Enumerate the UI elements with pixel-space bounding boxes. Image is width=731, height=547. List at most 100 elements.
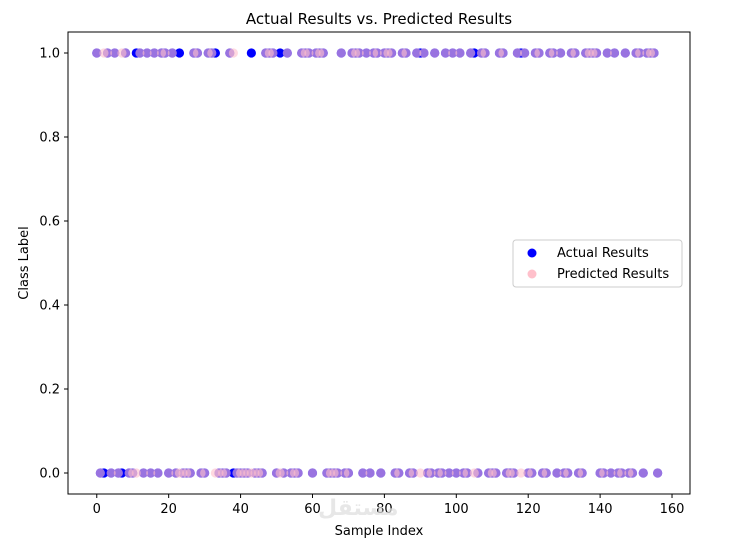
predicted-point: [394, 468, 404, 478]
x-tick-label: 40: [232, 502, 249, 517]
predicted-results-series: [92, 48, 663, 478]
predicted-point: [599, 468, 609, 478]
predicted-point: [131, 468, 141, 478]
predicted-point: [365, 468, 375, 478]
predicted-point: [512, 48, 523, 58]
predicted-point: [386, 48, 397, 58]
predicted-point: [638, 468, 648, 478]
predicted-point: [541, 468, 551, 478]
predicted-point: [466, 48, 476, 58]
predicted-point: [361, 48, 372, 58]
predicted-point: [336, 48, 346, 58]
predicted-point: [376, 468, 386, 478]
predicted-point: [419, 48, 429, 58]
chart-title: Actual Results vs. Predicted Results: [246, 10, 512, 28]
predicted-point: [333, 468, 343, 478]
predicted-point: [520, 48, 530, 58]
predicted-point: [268, 48, 278, 58]
predicted-point: [606, 468, 616, 478]
x-tick-label: 20: [160, 502, 177, 517]
predicted-point: [649, 48, 659, 58]
predicted-point: [455, 48, 465, 58]
predicted-point: [135, 48, 145, 58]
predicted-point: [602, 48, 612, 58]
legend-label-actual: Actual Results: [557, 246, 649, 261]
predicted-point: [617, 468, 627, 478]
predicted-point: [95, 468, 105, 478]
predicted-point: [307, 468, 318, 478]
predicted-point: [577, 468, 587, 478]
predicted-point: [257, 468, 267, 478]
legend: Actual Results Predicted Results: [512, 239, 683, 288]
predicted-point: [92, 48, 102, 58]
legend-box: [512, 239, 683, 288]
predicted-point: [167, 48, 177, 58]
predicted-point: [548, 48, 558, 58]
predicted-point: [498, 48, 508, 58]
predicted-point: [358, 468, 368, 478]
predicted-point: [609, 48, 620, 58]
predicted-point: [149, 48, 159, 58]
actual-point: [174, 48, 185, 58]
predicted-point: [527, 468, 537, 478]
predicted-point: [451, 468, 461, 478]
predicted-point: [491, 468, 501, 478]
predicted-point: [401, 48, 411, 58]
predicted-point: [207, 48, 217, 58]
predicted-point: [102, 48, 113, 58]
predicted-point: [412, 48, 422, 58]
y-axis-label: Class Label: [17, 226, 32, 299]
predicted-point: [430, 48, 440, 58]
predicted-point: [516, 468, 526, 478]
predicted-point: [462, 468, 472, 478]
actual-point: [275, 48, 285, 58]
watermark-logo: مستقل: [318, 496, 399, 521]
predicted-point: [552, 468, 562, 478]
predicted-point: [437, 468, 447, 478]
predicted-point: [534, 48, 544, 58]
plot-area-frame: [67, 31, 691, 495]
x-tick-label: 140: [588, 502, 613, 517]
predicted-point: [354, 48, 364, 58]
predicted-point: [120, 48, 131, 58]
predicted-point: [555, 48, 566, 58]
y-tick-label: 0.6: [39, 215, 60, 230]
predicted-point: [473, 468, 483, 478]
predicted-point: [426, 468, 436, 478]
predicted-point: [160, 48, 170, 58]
y-tick-label: 0.0: [39, 467, 60, 482]
predicted-point: [113, 468, 123, 478]
predicted-point: [200, 468, 210, 478]
predicted-point: [146, 468, 156, 478]
predicted-point: [282, 48, 292, 58]
predicted-point: [620, 48, 630, 58]
predicted-point: [279, 468, 289, 478]
y-tick-label: 0.2: [39, 383, 60, 398]
legend-marker-predicted: [527, 269, 537, 279]
predicted-point: [106, 468, 116, 478]
predicted-point: [142, 48, 152, 58]
predicted-point: [221, 468, 231, 478]
y-tick-label: 0.8: [39, 131, 60, 146]
predicted-point: [318, 48, 328, 58]
predicted-point: [591, 48, 602, 58]
predicted-point: [448, 48, 458, 58]
x-tick-label: 160: [660, 502, 685, 517]
x-tick-label: 60: [304, 502, 321, 517]
x-tick-label: 80: [376, 502, 393, 517]
predicted-point: [164, 468, 174, 478]
predicted-point: [563, 468, 573, 478]
predicted-point: [627, 468, 638, 478]
x-tick-label: 0: [93, 502, 101, 517]
predicted-point: [110, 48, 120, 58]
predicted-point: [304, 48, 314, 58]
predicted-point: [509, 468, 519, 478]
x-tick-label: 120: [516, 502, 541, 517]
legend-label-predicted: Predicted Results: [557, 267, 669, 282]
predicted-point: [192, 48, 203, 58]
predicted-point: [138, 468, 149, 478]
predicted-point: [372, 48, 382, 58]
predicted-point: [570, 48, 580, 58]
legend-marker-actual: [527, 248, 537, 258]
